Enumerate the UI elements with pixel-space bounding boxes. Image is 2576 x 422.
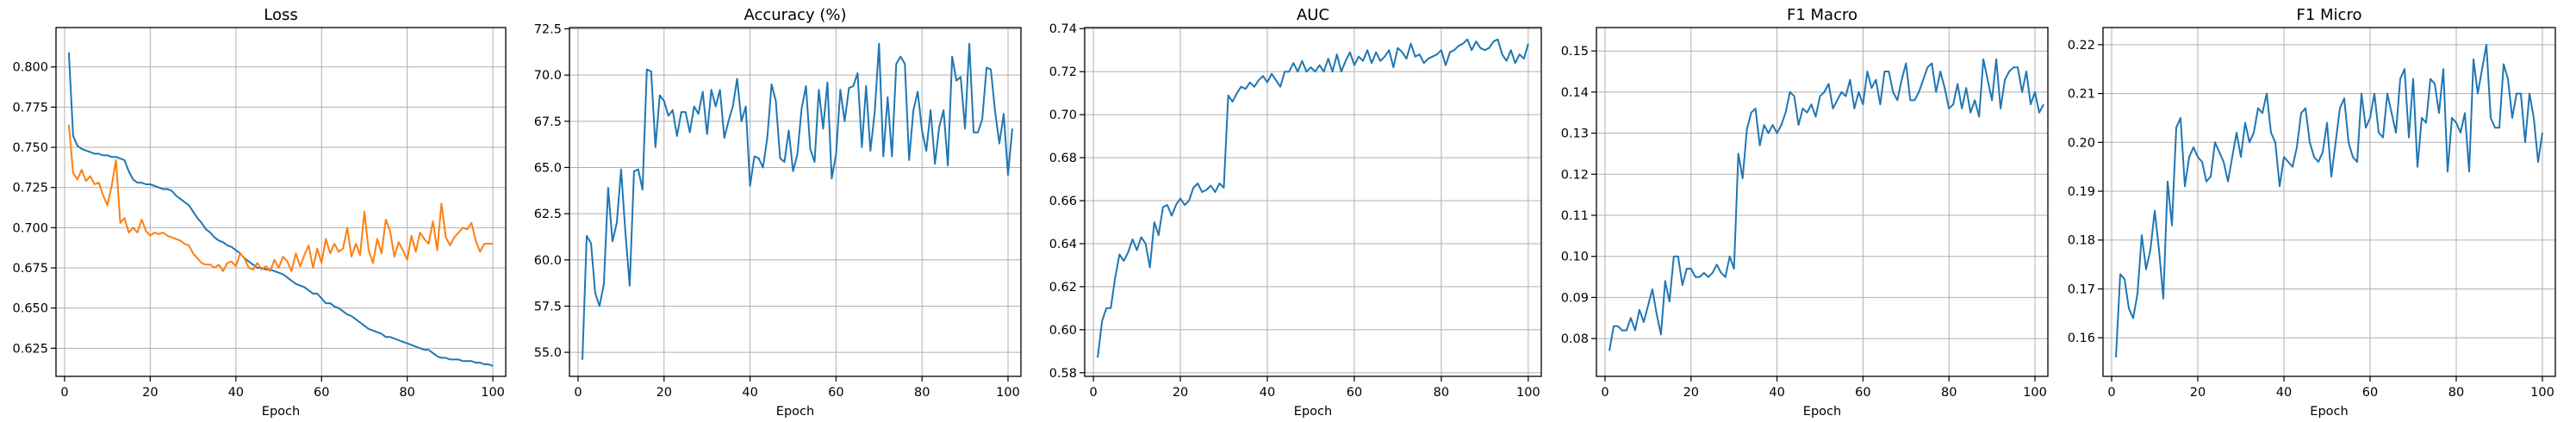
chart-title: Loss [264, 6, 297, 24]
x-tick-label: 0 [1089, 386, 1097, 400]
chart-panel-2: 0 20 40 60 80 100 55.0 57.5 60.0 62.5 65.0 67.5 70.0… [534, 6, 1022, 419]
y-tick-label: 62.5 [534, 208, 562, 221]
y-tick-label: 0.675 [12, 262, 48, 276]
plot-frame [569, 27, 1022, 377]
y-tick-label: 0.60 [1049, 324, 1077, 338]
y-tick-label: 0.18 [2068, 234, 2095, 248]
series-line-2 [67, 124, 494, 272]
y-tick-label: 0.650 [12, 302, 48, 316]
x-tick-label: 80 [914, 386, 930, 400]
x-tick-label: 0 [60, 386, 68, 400]
y-tick-label: 72.5 [534, 23, 562, 37]
x-tick-label: 20 [656, 386, 672, 400]
x-axis-label: Epoch [2310, 405, 2348, 419]
x-tick-label: 80 [399, 386, 414, 400]
chart-panel-1: 0 20 40 60 80 100 0.625 0.650 0.675 0.700 0.725 0.7… [12, 6, 507, 419]
y-tick-label: 0.58 [1049, 367, 1077, 381]
chart-panel-3: 0 20 40 60 80 100 0.58 0.60 0.62 0.64 0.66 0.68 0.70… [1049, 6, 1542, 419]
y-tick-label: 0.800 [12, 61, 48, 75]
x-tick-label: 80 [1434, 386, 1449, 400]
x-tick-label: 40 [228, 386, 244, 400]
x-tick-label: 80 [1941, 386, 1957, 400]
y-tick-label: 0.750 [12, 141, 48, 155]
x-tick-label: 40 [2276, 386, 2292, 400]
series-line-1 [2115, 43, 2543, 357]
y-tick-label: 0.08 [1561, 332, 1589, 346]
series-line-1 [582, 42, 1013, 360]
y-tick-label: 60.0 [534, 254, 562, 268]
y-tick-label: 0.72 [1049, 65, 1077, 79]
y-tick-label: 55.0 [534, 346, 562, 360]
y-tick-label: 0.20 [2068, 136, 2095, 150]
x-axis-label: Epoch [1803, 405, 1841, 419]
x-axis-label: Epoch [776, 405, 814, 419]
series-line-1 [1608, 58, 2044, 351]
x-tick-label: 60 [2362, 386, 2378, 400]
x-tick-label: 60 [828, 386, 843, 400]
y-tick-label: 0.09 [1561, 291, 1589, 305]
y-tick-label: 0.725 [12, 182, 48, 195]
plot-frame [55, 27, 507, 377]
x-tick-label: 100 [2023, 386, 2047, 400]
y-tick-label: 0.22 [2068, 39, 2095, 53]
chart-title: Accuracy (%) [744, 6, 846, 24]
y-tick-label: 0.66 [1049, 195, 1077, 208]
series-line-1 [67, 52, 494, 367]
y-tick-label: 57.5 [534, 300, 562, 313]
plot-frame [1596, 27, 2049, 377]
plot-frame [2102, 27, 2556, 377]
x-tick-label: 20 [142, 386, 158, 400]
series-line-1 [1097, 38, 1529, 358]
y-tick-label: 0.12 [1561, 168, 1589, 182]
x-tick-label: 0 [574, 386, 582, 400]
x-tick-label: 40 [1769, 386, 1784, 400]
y-tick-label: 0.15 [1561, 45, 1589, 59]
x-tick-label: 40 [742, 386, 757, 400]
x-tick-label: 60 [1855, 386, 1870, 400]
x-tick-label: 60 [314, 386, 329, 400]
chart-panel-4: 0 20 40 60 80 100 0.08 0.09 0.10 0.11 0.12 0.13 0.14… [1561, 6, 2049, 419]
plot-frame [1084, 27, 1542, 377]
x-tick-label: 40 [1260, 386, 1275, 400]
y-tick-label: 0.62 [1049, 281, 1077, 295]
y-tick-label: 65.0 [534, 161, 562, 175]
y-tick-label: 0.21 [2068, 88, 2095, 102]
y-tick-label: 70.0 [534, 69, 562, 83]
x-tick-label: 20 [2190, 386, 2206, 400]
y-tick-label: 0.70 [1049, 109, 1077, 122]
chart-title: AUC [1297, 6, 1329, 24]
x-tick-label: 100 [481, 386, 505, 400]
y-tick-label: 0.17 [2068, 282, 2095, 296]
y-tick-label: 0.625 [12, 342, 48, 356]
y-tick-label: 67.5 [534, 115, 562, 129]
y-tick-label: 0.10 [1561, 251, 1589, 264]
x-tick-label: 100 [1516, 386, 1540, 400]
chart-panel-5: 0 20 40 60 80 100 0.16 0.17 0.18 0.19 0.20 0.21 0.22… [2068, 6, 2556, 419]
chart-title: F1 Macro [1787, 6, 1857, 24]
y-tick-label: 0.11 [1561, 209, 1589, 223]
y-tick-label: 0.13 [1561, 127, 1589, 141]
y-tick-label: 0.700 [12, 221, 48, 235]
x-tick-label: 80 [2448, 386, 2464, 400]
y-tick-label: 0.74 [1049, 22, 1077, 36]
x-axis-label: Epoch [262, 405, 300, 419]
x-tick-label: 20 [1683, 386, 1699, 400]
x-tick-label: 0 [2107, 386, 2115, 400]
x-tick-label: 20 [1173, 386, 1188, 400]
y-tick-label: 0.16 [2068, 332, 2095, 345]
y-tick-label: 0.775 [12, 101, 48, 115]
y-tick-label: 0.64 [1049, 238, 1077, 251]
chart-title: F1 Micro [2297, 6, 2362, 24]
x-tick-label: 100 [2530, 386, 2554, 400]
x-tick-label: 100 [996, 386, 1020, 400]
y-tick-label: 0.68 [1049, 152, 1077, 165]
y-tick-label: 0.14 [1561, 86, 1589, 100]
x-tick-label: 0 [1601, 386, 1608, 400]
x-tick-label: 60 [1347, 386, 1362, 400]
y-tick-label: 0.19 [2068, 185, 2095, 199]
x-axis-label: Epoch [1294, 405, 1332, 419]
